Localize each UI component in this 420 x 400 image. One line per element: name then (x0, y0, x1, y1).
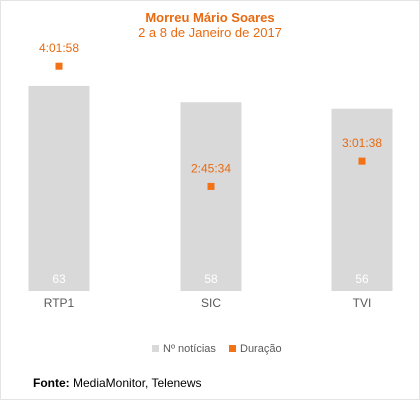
legend-label-noticias: Nº notícias (163, 343, 216, 355)
duration-marker (358, 157, 366, 165)
category-label: TVI (353, 296, 372, 310)
legend-label-duracao: Duração (240, 343, 282, 355)
bar (331, 108, 393, 291)
category-label: RTP1 (44, 296, 75, 310)
category-label: SIC (201, 296, 221, 310)
duration-label: 4:01:58 (39, 41, 79, 55)
source-text: MediaMonitor, Telenews (73, 376, 202, 390)
chart-subtitle: 2 a 8 de Janeiro de 2017 (138, 25, 282, 40)
bar-value-label: 58 (204, 272, 218, 286)
source-note: Fonte: MediaMonitor, Telenews (33, 376, 202, 390)
source-label: Fonte: (33, 376, 70, 390)
legend-swatch-duracao (229, 345, 236, 352)
duration-label: 3:01:38 (342, 136, 382, 150)
bar (180, 102, 242, 292)
duration-marker (207, 182, 215, 190)
duration-marker (55, 62, 63, 70)
bar (28, 85, 90, 291)
bar-value-label: 56 (355, 272, 369, 286)
legend-swatch-noticias (152, 345, 159, 352)
bar-value-label: 63 (52, 272, 66, 286)
chart-title: Morreu Mário Soares (145, 10, 275, 25)
duration-label: 2:45:34 (191, 161, 231, 175)
